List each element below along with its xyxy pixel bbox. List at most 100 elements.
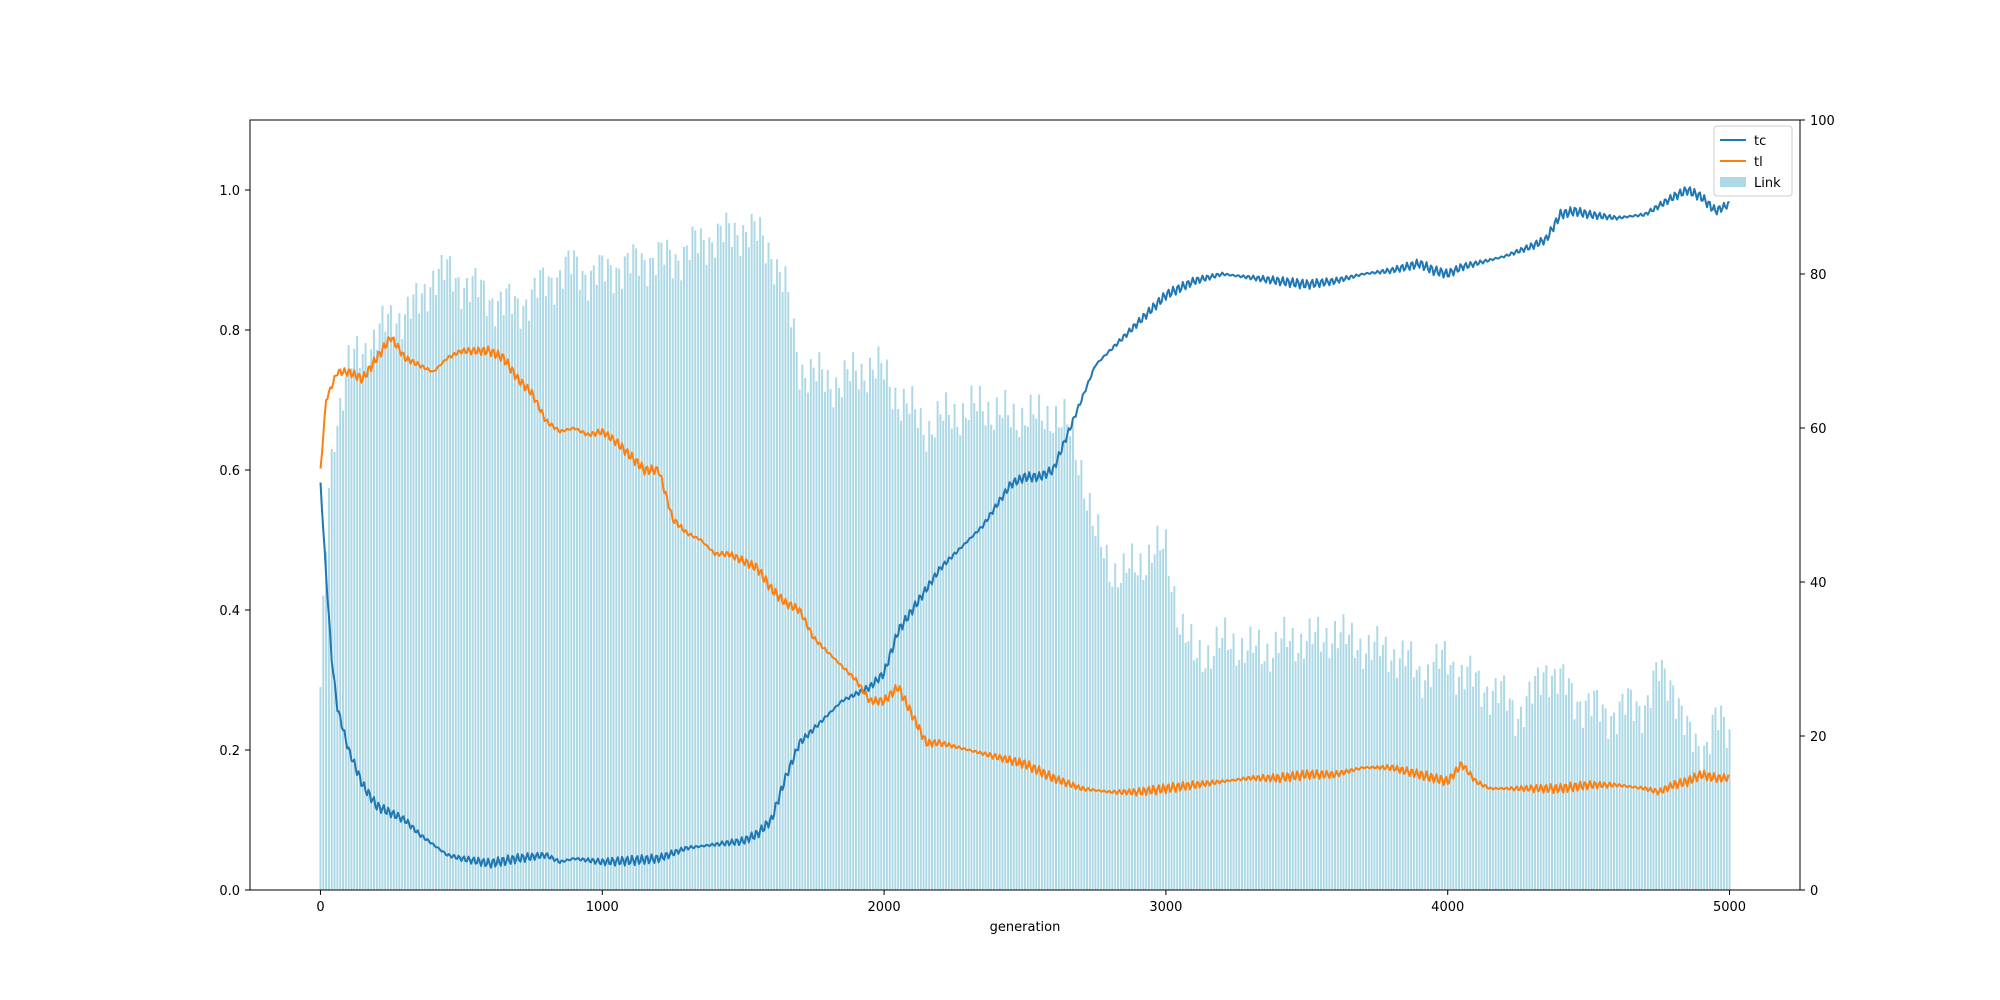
link-bar xyxy=(1441,649,1444,890)
link-bar xyxy=(1562,664,1565,890)
link-bar xyxy=(1683,734,1686,890)
link-bar xyxy=(1043,428,1046,890)
link-bar xyxy=(1021,407,1024,890)
link-bar xyxy=(525,299,528,891)
y-tick-label: 0.0 xyxy=(219,884,240,899)
link-bar xyxy=(1401,640,1404,890)
link-bar xyxy=(818,352,821,890)
link-bar xyxy=(412,294,415,890)
link-bar xyxy=(1607,739,1610,890)
link-bar xyxy=(945,392,948,890)
link-bar xyxy=(1542,672,1545,890)
link-bar xyxy=(697,253,700,890)
link-bar xyxy=(1249,626,1252,890)
link-bar xyxy=(547,276,550,890)
link-bar xyxy=(1429,687,1432,890)
link-bar xyxy=(660,242,663,890)
link-bar xyxy=(561,288,564,890)
link-bar xyxy=(1410,641,1413,890)
link-bar xyxy=(1635,701,1638,890)
link-bar xyxy=(494,326,497,890)
link-bar xyxy=(1491,690,1494,890)
link-bar xyxy=(1004,389,1007,890)
link-bar xyxy=(556,277,559,890)
link-bar xyxy=(350,368,353,890)
link-bar xyxy=(962,403,964,890)
link-bar xyxy=(1190,623,1193,890)
link-bar xyxy=(1286,646,1289,890)
link-bar xyxy=(378,323,381,891)
link-bar xyxy=(1458,676,1460,890)
link-bar xyxy=(1257,629,1260,890)
link-bar xyxy=(688,260,691,890)
link-bar xyxy=(1181,613,1184,890)
link-bar xyxy=(440,255,443,890)
link-bar xyxy=(869,357,871,890)
link-bar xyxy=(1162,548,1165,890)
link-bar xyxy=(874,378,877,890)
link-bar xyxy=(1133,572,1136,890)
link-bar xyxy=(691,226,694,890)
link-bar xyxy=(705,264,708,890)
link-bar xyxy=(319,687,322,890)
link-bar xyxy=(885,359,888,890)
link-bar xyxy=(637,275,640,890)
link-bar xyxy=(801,364,804,890)
link-bar xyxy=(342,410,344,890)
link-bar xyxy=(1128,568,1131,890)
link-bar xyxy=(1153,554,1156,890)
link-bar xyxy=(1644,705,1646,890)
link-bar xyxy=(1615,733,1618,890)
link-bar xyxy=(1187,641,1190,890)
link-bar xyxy=(415,283,418,890)
link-bar xyxy=(435,295,437,890)
link-bar xyxy=(1195,658,1198,890)
link-bar xyxy=(587,300,590,890)
x-axis-label: generation xyxy=(990,920,1061,935)
link-bar xyxy=(657,242,660,890)
link-bar xyxy=(1624,714,1627,890)
link-bar xyxy=(1018,437,1021,890)
link-bar xyxy=(919,408,922,890)
link-bar xyxy=(776,259,778,891)
link-bar xyxy=(1348,634,1351,890)
link-bar xyxy=(1012,403,1015,890)
link-bar xyxy=(353,348,356,891)
link-bar xyxy=(482,280,485,890)
link-bar xyxy=(1024,425,1026,890)
link-bar xyxy=(1660,659,1663,890)
link-bar xyxy=(1514,735,1517,890)
link-bar xyxy=(1551,675,1553,890)
link-bar xyxy=(826,369,829,890)
link-bar xyxy=(1432,661,1435,890)
link-bar xyxy=(1505,710,1508,890)
link-bar xyxy=(1587,693,1590,890)
link-bar xyxy=(973,402,976,890)
link-bar xyxy=(420,293,423,890)
link-bar xyxy=(1497,702,1500,890)
link-bar xyxy=(857,389,860,890)
link-bar xyxy=(573,250,576,891)
link-bar xyxy=(1700,777,1703,890)
link-bar xyxy=(1536,667,1539,890)
link-bar xyxy=(804,378,807,890)
link-bar xyxy=(1706,741,1708,890)
link-bar xyxy=(392,338,395,890)
y-tick-label: 0.6 xyxy=(219,464,240,479)
link-bar xyxy=(1094,535,1097,890)
link-bar xyxy=(474,267,477,890)
link-bar xyxy=(437,268,440,891)
link-bar xyxy=(643,260,646,890)
link-bar xyxy=(522,305,525,890)
link-bar xyxy=(739,256,742,890)
link-bar xyxy=(1531,703,1534,890)
link-bar xyxy=(389,305,392,890)
link-bar xyxy=(970,385,973,890)
link-bar xyxy=(905,403,908,890)
link-bar xyxy=(361,354,364,890)
link-bar xyxy=(502,314,505,891)
link-bar xyxy=(1565,694,1568,890)
link-bar xyxy=(1164,529,1167,890)
link-bar xyxy=(1528,681,1531,890)
link-bar xyxy=(1232,633,1235,890)
